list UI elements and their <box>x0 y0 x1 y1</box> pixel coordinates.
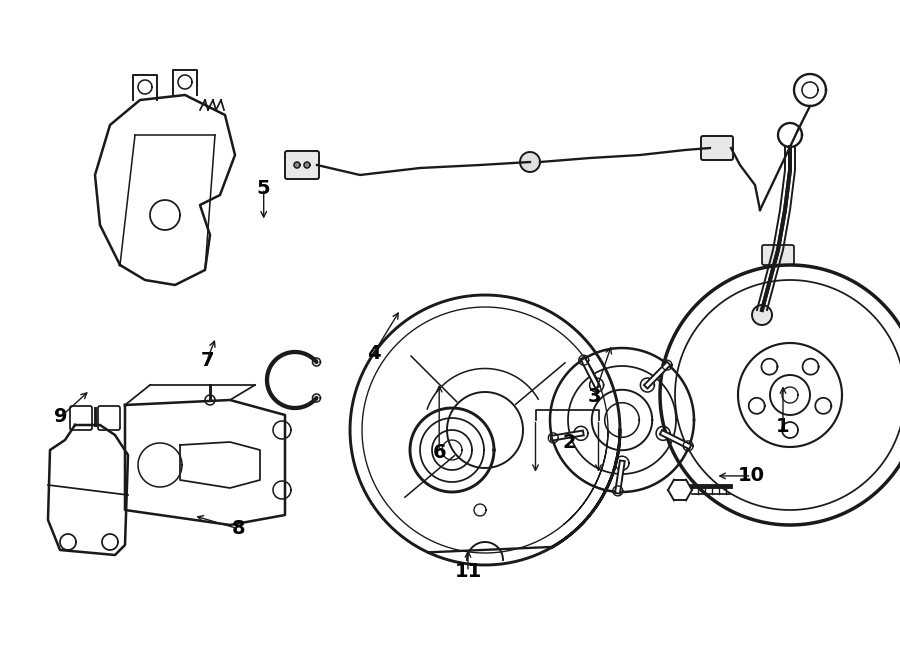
Polygon shape <box>613 486 623 496</box>
Text: 5: 5 <box>256 179 271 198</box>
Polygon shape <box>294 162 300 168</box>
Polygon shape <box>60 534 76 550</box>
Polygon shape <box>548 433 558 443</box>
Polygon shape <box>304 162 310 168</box>
Polygon shape <box>180 442 260 488</box>
Text: 2: 2 <box>562 434 577 452</box>
Polygon shape <box>102 534 118 550</box>
Polygon shape <box>662 360 672 370</box>
Text: 1: 1 <box>776 417 790 436</box>
Text: 3: 3 <box>587 387 601 406</box>
Polygon shape <box>752 305 772 325</box>
Text: 8: 8 <box>231 520 246 538</box>
Polygon shape <box>273 481 291 499</box>
Polygon shape <box>205 395 215 405</box>
Text: 11: 11 <box>454 563 482 581</box>
Text: 7: 7 <box>200 351 214 369</box>
FancyBboxPatch shape <box>701 136 733 160</box>
Polygon shape <box>683 441 693 451</box>
Text: 6: 6 <box>432 444 446 462</box>
Text: 10: 10 <box>738 467 765 485</box>
Polygon shape <box>273 421 291 439</box>
FancyBboxPatch shape <box>285 151 319 179</box>
Text: 4: 4 <box>366 344 381 363</box>
Polygon shape <box>520 152 540 172</box>
FancyBboxPatch shape <box>98 406 120 430</box>
Polygon shape <box>579 355 589 365</box>
Text: 9: 9 <box>55 407 68 426</box>
FancyBboxPatch shape <box>70 406 92 430</box>
FancyBboxPatch shape <box>762 245 794 265</box>
